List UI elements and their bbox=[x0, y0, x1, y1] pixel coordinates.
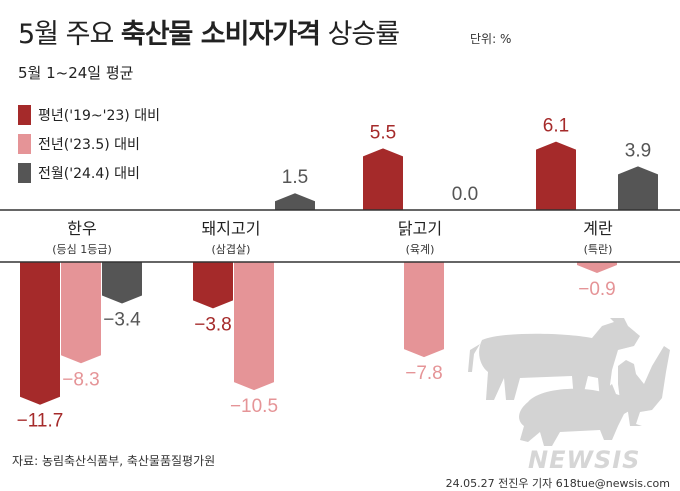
category-note-닭고기: (육계) bbox=[406, 243, 435, 256]
bar-닭고기-series-1 bbox=[363, 148, 403, 210]
chart-title: 5월 주요 축산물 소비자가격 상승률 bbox=[18, 12, 401, 51]
bar-한우-series-2 bbox=[61, 262, 101, 364]
unit-label: 단위: % bbox=[470, 32, 512, 46]
category-label-닭고기: 닭고기 bbox=[398, 219, 442, 238]
animal-silhouettes bbox=[468, 318, 670, 446]
title-prefix: 5월 주요 bbox=[18, 19, 114, 50]
pig-silhouette-icon bbox=[519, 384, 634, 446]
value-label-한우-series-3: −3.4 bbox=[103, 309, 141, 330]
credit-line: 24.05.27 전진우 기자 618tue@newsis.com bbox=[445, 477, 670, 490]
legend-item-3: 전월('24.4) 대비 bbox=[18, 158, 160, 187]
bar-돼지고기-series-1 bbox=[193, 262, 233, 309]
category-label-돼지고기: 돼지고기 bbox=[202, 219, 261, 238]
category-label-계란: 계란 bbox=[583, 219, 613, 238]
value-labels: −11.7 −3.8 5.5 6.1 −8.3 −10.5 −7.8 −0.9 −3.4 1.5 0… bbox=[17, 116, 652, 432]
category-band bbox=[0, 211, 680, 262]
value-label-닭고기-series-3: 0.0 bbox=[452, 184, 478, 205]
value-label-닭고기-series-1: 5.5 bbox=[370, 122, 396, 143]
legend: 평년('19~'23) 대비 전년('23.5) 대비 전월('24.4) 대비 bbox=[18, 100, 160, 187]
value-label-돼지고기-series-2: −10.5 bbox=[230, 396, 278, 417]
category-labels: 한우 (등심 1등급) 돼지고기 (삼겹살) 닭고기 (육계) 계란 (특란) bbox=[52, 219, 613, 256]
bars-group bbox=[20, 141, 658, 405]
value-label-계란-series-3: 3.9 bbox=[625, 140, 651, 161]
legend-label-2: 전년('23.5) 대비 bbox=[38, 136, 140, 153]
title-suffix: 상승률 bbox=[327, 19, 401, 50]
value-label-닭고기-series-2: −7.8 bbox=[405, 363, 443, 384]
watermark-logo: NEWSIS bbox=[528, 446, 641, 474]
legend-item-1: 평년('19~'23) 대비 bbox=[18, 100, 160, 129]
bar-닭고기-series-2 bbox=[404, 262, 444, 358]
legend-item-2: 전년('23.5) 대비 bbox=[18, 129, 160, 158]
legend-label-3: 전월('24.4) 대비 bbox=[38, 165, 140, 182]
value-label-계란-series-2: −0.9 bbox=[578, 279, 616, 300]
bar-한우-series-3 bbox=[102, 262, 142, 304]
category-note-한우: (등심 1등급) bbox=[52, 243, 112, 256]
bar-돼지고기-series-3 bbox=[275, 193, 315, 210]
bar-한우-series-1 bbox=[20, 262, 60, 405]
value-label-돼지고기-series-3: 1.5 bbox=[282, 167, 308, 188]
chart-subtitle: 5월 1~24일 평균 bbox=[18, 64, 134, 82]
bar-계란-series-2 bbox=[577, 262, 617, 273]
source-note: 자료: 농림축산식품부, 축산물품질평가원 bbox=[12, 454, 216, 468]
cow-silhouette-icon bbox=[468, 318, 640, 400]
category-note-돼지고기: (삼겹살) bbox=[212, 243, 251, 256]
bar-계란-series-3 bbox=[618, 166, 658, 210]
legend-swatch-3 bbox=[18, 162, 31, 183]
category-label-한우: 한우 bbox=[67, 219, 96, 238]
bar-돼지고기-series-2 bbox=[234, 262, 274, 391]
legend-swatch-1 bbox=[18, 104, 31, 125]
title-bold: 축산물 소비자가격 bbox=[120, 19, 321, 50]
value-label-돼지고기-series-1: −3.8 bbox=[194, 314, 232, 335]
category-note-계란: (특란) bbox=[584, 243, 613, 256]
legend-swatch-2 bbox=[18, 133, 31, 154]
bar-계란-series-1 bbox=[536, 141, 576, 210]
value-label-계란-series-1: 6.1 bbox=[543, 116, 569, 137]
value-label-한우-series-2: −8.3 bbox=[62, 369, 100, 390]
chicken-silhouette-icon bbox=[618, 346, 670, 426]
legend-label-1: 평년('19~'23) 대비 bbox=[38, 107, 160, 124]
value-label-한우-series-1: −11.7 bbox=[17, 411, 64, 432]
